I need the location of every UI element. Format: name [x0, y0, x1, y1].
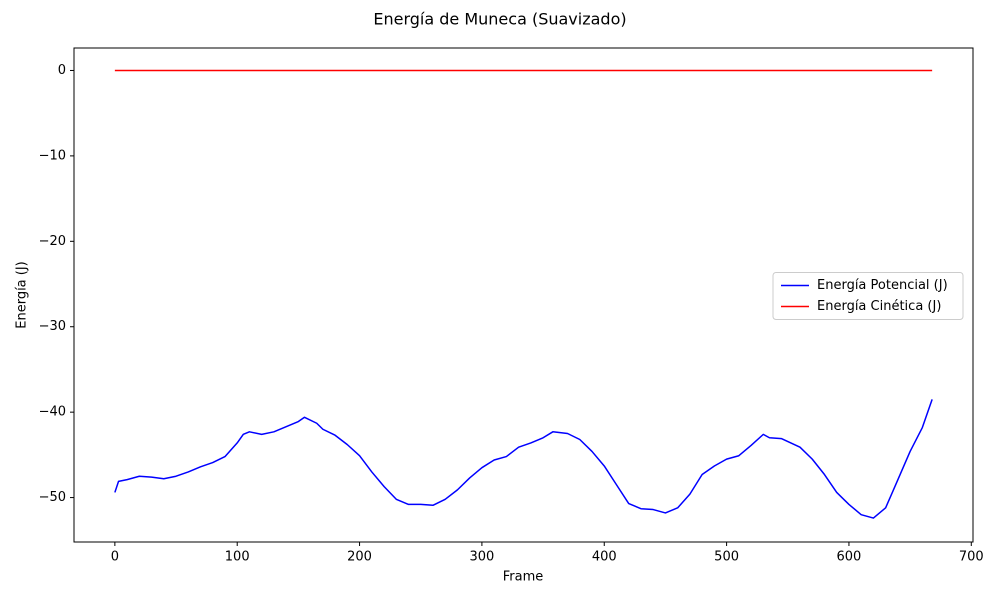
y-tick-label: 0	[58, 63, 66, 78]
legend: Energía Potencial (J) Energía Cinética (J…	[772, 272, 964, 320]
x-tick-label: 600	[837, 550, 862, 565]
x-tick-label: 0	[111, 550, 119, 565]
legend-label: Energía Potencial (J)	[817, 278, 948, 293]
y-axis-label: Energía (J)	[15, 261, 30, 329]
x-tick-label: 500	[714, 550, 739, 565]
y-tick-label: −50	[39, 490, 66, 505]
y-tick-label: −10	[39, 148, 66, 163]
y-tick-label: −20	[39, 234, 66, 249]
x-tick-label: 400	[592, 550, 617, 565]
x-axis-label: Frame	[503, 570, 544, 585]
x-tick-label: 300	[469, 550, 494, 565]
legend-box	[772, 272, 964, 320]
series-line	[114, 399, 933, 519]
plot-frame	[73, 47, 974, 543]
x-tick-label: 100	[225, 550, 250, 565]
y-tick-label: −40	[39, 405, 66, 420]
x-tick-label: 700	[959, 550, 984, 565]
legend-label: Energía Cinética (J)	[817, 299, 941, 314]
y-tick-label: −30	[39, 319, 66, 334]
chart-title: Energía de Muneca (Suavizado)	[373, 10, 626, 29]
x-tick-label: 200	[347, 550, 372, 565]
